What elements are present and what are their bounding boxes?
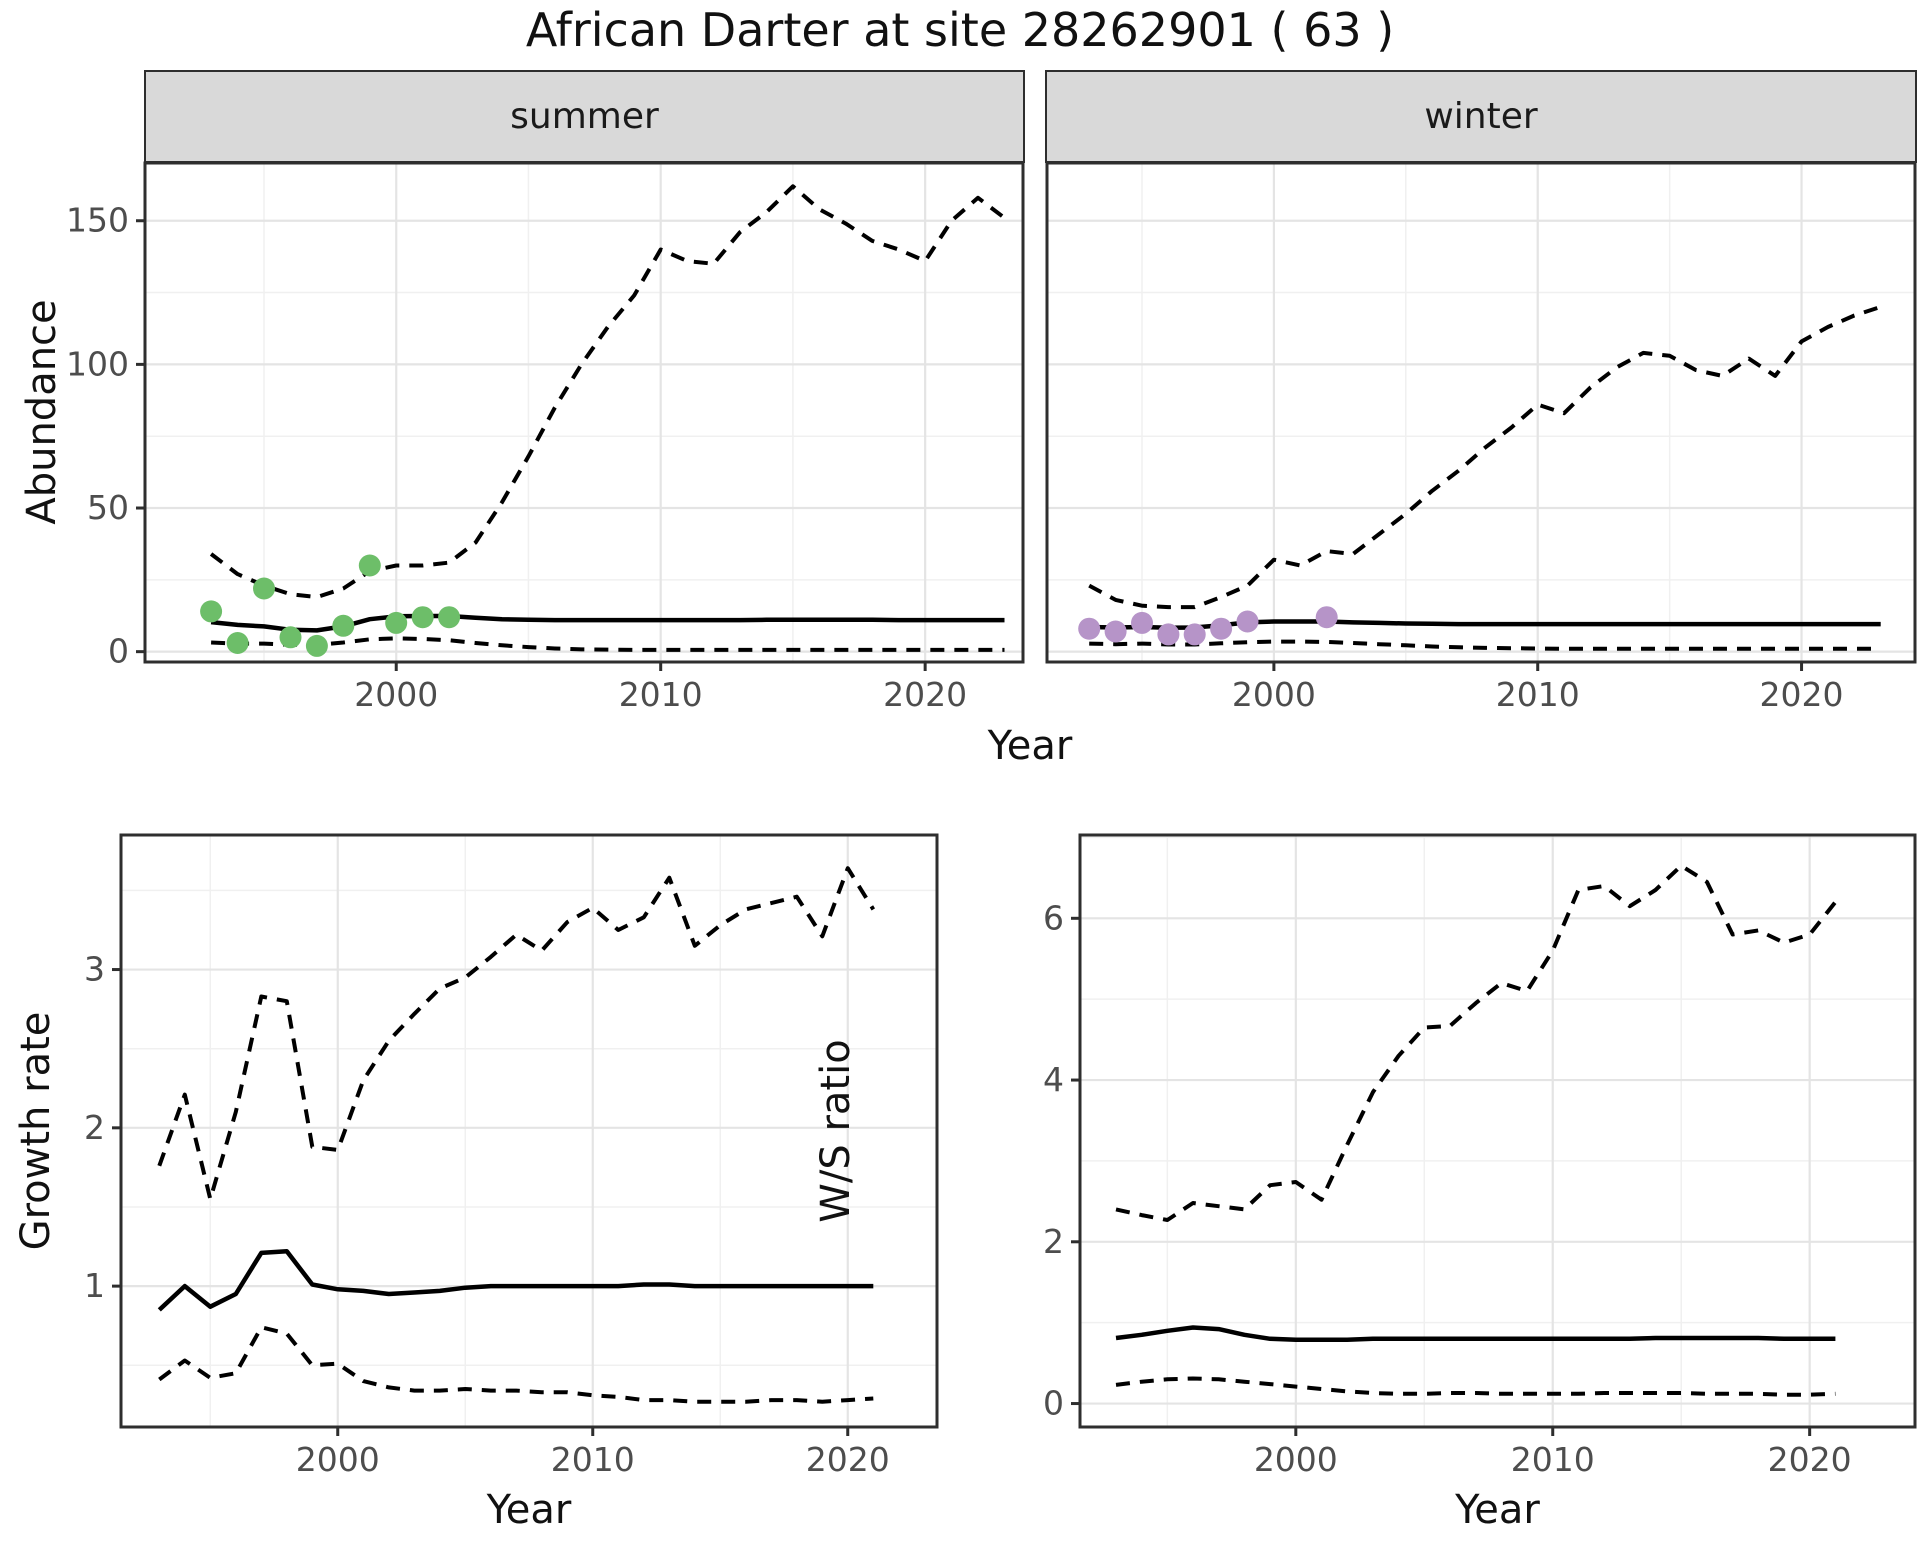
ws-ratio-y-axis-title: W/S ratio	[813, 1039, 859, 1223]
y-tick-label: 0	[1043, 1384, 1064, 1423]
data-point	[1078, 617, 1101, 640]
figure-title: African Darter at site 28262901 ( 63 )	[525, 3, 1395, 57]
data-point	[200, 600, 223, 623]
abundance-panel-winter: 2000 2010 2020	[1045, 161, 1917, 714]
x-tick-label: 2010	[551, 1440, 635, 1479]
data-point	[1183, 623, 1206, 646]
y-tick-label: 100	[66, 344, 129, 383]
data-point	[332, 614, 355, 637]
winter-upper-ci-line	[1088, 304, 1882, 610]
y-tick-label: 3	[84, 950, 105, 989]
growth-rate-panel-main: 2000 2010 2020 1 2 3	[84, 833, 939, 1479]
panel-border	[143, 161, 1025, 664]
y-tick-label: 2	[1043, 1222, 1064, 1261]
summer-lower-ci-line	[211, 636, 1005, 652]
x-tick-label: 2010	[1511, 1440, 1595, 1479]
data-point	[1236, 610, 1259, 633]
data-point	[253, 577, 275, 600]
winter-lower-ci-line	[1089, 639, 1881, 651]
summer-observed-points	[200, 554, 461, 657]
x-tick-label: 2020	[1760, 675, 1844, 714]
facet-strip-summer-label: summer	[510, 96, 659, 137]
abundance-y-axis-title: Abundance	[19, 299, 65, 525]
panel-background	[145, 163, 1023, 662]
y-tick-label: 4	[1043, 1060, 1064, 1099]
growth-rate-x-axis-title: Year	[486, 1487, 572, 1533]
data-point	[1157, 623, 1180, 646]
upper-ci-line	[1115, 863, 1837, 1222]
median-line	[1115, 1325, 1836, 1342]
data-point	[226, 632, 249, 654]
winter-observed-points	[1078, 606, 1338, 646]
x-tick-label: 2000	[354, 675, 438, 714]
ws-ratio-x-axis-title: Year	[1455, 1487, 1540, 1533]
lower-ci-line	[158, 1325, 874, 1404]
data-point	[358, 554, 381, 577]
facet-strip-winter: winter	[1045, 70, 1917, 163]
x-tick-label: 2000	[296, 1440, 380, 1479]
data-point	[411, 606, 434, 629]
ws-ratio-panel-main: 2000 2010 2020 0 2 4 6	[1043, 833, 1917, 1479]
upper-ci-line	[157, 866, 876, 1202]
data-point	[1315, 606, 1338, 629]
x-tick-label: 2020	[883, 675, 967, 714]
x-tick-label: 2020	[806, 1440, 890, 1479]
abundance-panel-summer: 2000 2010 2020 0 50 100 150	[66, 161, 1025, 714]
panel-border	[1078, 833, 1917, 1429]
facet-strip-summer: summer	[144, 70, 1025, 163]
y-tick-label: 150	[66, 201, 129, 240]
median-line	[157, 1249, 874, 1312]
data-point	[1210, 617, 1233, 640]
data-point	[385, 611, 408, 634]
y-tick-label: 2	[84, 1108, 105, 1147]
data-point	[279, 626, 302, 649]
x-tick-label: 2020	[1768, 1440, 1852, 1479]
abundance-x-axis-title: Year	[987, 723, 1073, 769]
y-tick-label: 1	[84, 1266, 105, 1305]
panel-border	[1045, 161, 1917, 664]
y-tick-label: 6	[1043, 898, 1064, 937]
growth-rate-y-axis-title: Growth rate	[13, 1011, 59, 1251]
data-point	[305, 634, 328, 657]
data-point	[1131, 611, 1153, 634]
x-tick-label: 2010	[619, 675, 703, 714]
y-tick-label: 0	[108, 632, 129, 671]
x-tick-label: 2000	[1254, 1440, 1338, 1479]
y-tick-label: 50	[87, 488, 129, 527]
panel-background	[121, 835, 937, 1427]
lower-ci-line	[1115, 1376, 1836, 1397]
panel-background	[1047, 163, 1915, 662]
data-point	[1104, 620, 1127, 643]
x-tick-label: 2010	[1496, 675, 1580, 714]
data-point	[438, 606, 461, 629]
summer-upper-ci-line	[209, 184, 1006, 600]
panel-border	[119, 833, 939, 1429]
facet-strip-winter-label: winter	[1424, 96, 1538, 137]
x-tick-label: 2000	[1232, 675, 1316, 714]
